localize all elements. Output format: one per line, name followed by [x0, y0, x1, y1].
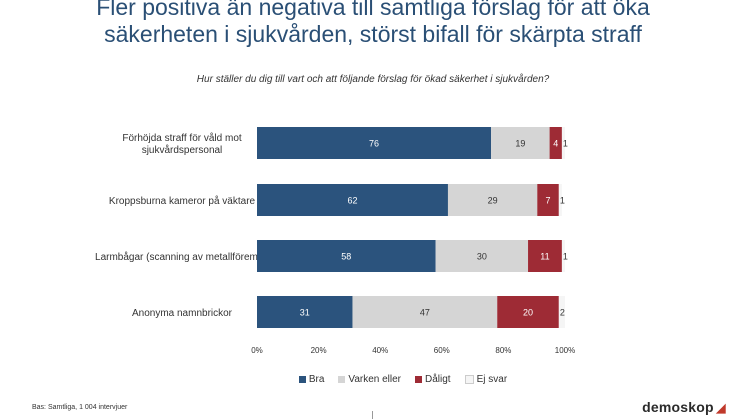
legend-swatch	[464, 375, 474, 384]
divider-mark	[372, 411, 373, 419]
category-label-line: Anonyma namnbrickor	[132, 308, 233, 319]
legend-swatch	[338, 376, 346, 383]
data-label: 1	[560, 196, 565, 206]
bar-segment-dåligt	[549, 127, 562, 159]
legend-label: Varken eller	[348, 374, 402, 385]
bar-segment-dåligt	[537, 184, 559, 216]
legend-item: Varken eller	[338, 374, 401, 385]
data-label: 29	[488, 196, 498, 206]
bar-segment-ej-svar	[561, 240, 565, 272]
x-tick-label: 80%	[495, 346, 511, 355]
legend-swatch	[415, 376, 423, 383]
category-label: Kroppsburna kameror på väktare	[109, 195, 256, 207]
bar-segment-ej-svar	[558, 296, 565, 328]
data-label: 62	[347, 196, 357, 206]
x-tick-label: 40%	[372, 346, 388, 355]
bar-segment-varken-eller	[352, 296, 498, 328]
bar-segment-bra	[257, 184, 448, 216]
category-label-line: sjukvårdspersonal	[142, 144, 223, 156]
data-label: 1	[563, 252, 568, 262]
bar-segment-bra	[257, 296, 353, 328]
x-tick-label: 100%	[555, 346, 575, 355]
chart-subtitle: Hur ställer du dig till vart och att föl…	[196, 74, 550, 85]
footnote: Bas: Samtliga, 1 004 intervjuer	[32, 404, 128, 411]
data-label: 76	[369, 139, 379, 149]
chart-legend: Bra Varken eller Dåligt Ej svar	[0, 374, 746, 385]
x-tick-label: 60%	[434, 346, 450, 355]
data-label: 20	[523, 308, 533, 318]
bar-segment-bra	[257, 127, 492, 159]
data-label: 30	[477, 252, 487, 262]
data-label: 47	[420, 308, 430, 318]
legend-item: Ej svar	[464, 374, 508, 385]
data-label: 4	[553, 139, 558, 149]
category-label-line: Larmbågar (scanning av metallföremål)	[95, 251, 269, 263]
bar-segment-varken-eller	[491, 127, 550, 159]
title-line-2: säkerheten i sjukvården, störst bifall f…	[104, 21, 642, 47]
legend-swatch	[298, 376, 306, 383]
legend-label: Ej svar	[476, 374, 508, 385]
category-label-line: Kroppsburna kameror på väktare	[109, 195, 256, 207]
category-label: Förhöjda straff för våld mot sjukvårdsper…	[122, 132, 242, 156]
category-label: Larmbågar (scanning av metallföremål)	[95, 251, 269, 263]
legend-item: Dåligt	[415, 374, 451, 385]
x-tick-label: 0%	[251, 346, 263, 355]
title-line-1: Fler positiva än negativa till samtliga …	[96, 0, 650, 20]
bar-segment-varken-eller	[447, 184, 538, 216]
category-label: Anonyma namnbrickor	[132, 308, 233, 319]
page-title: Fler positiva än negativa till samtliga …	[0, 0, 746, 48]
bar-segment-dåligt	[497, 296, 559, 328]
legend-item: Bra	[298, 374, 325, 385]
bar-segment-ej-svar	[558, 184, 562, 216]
brand-logo-icon: ◢	[715, 400, 726, 415]
brand-logo: demoskop ◢	[642, 399, 726, 416]
data-label: 19	[515, 139, 525, 149]
bar-segment-dåligt	[528, 240, 562, 272]
brand-logo-text: demoskop	[642, 399, 714, 415]
bar-segment-ej-svar	[561, 127, 565, 159]
data-label: 58	[341, 252, 351, 262]
legend-label: Dåligt	[425, 374, 451, 385]
category-label-line: Förhöjda straff för våld mot	[122, 132, 242, 144]
x-tick-label: 20%	[311, 346, 327, 355]
bar-segment-bra	[257, 240, 436, 272]
data-label: 7	[546, 196, 551, 206]
data-label: 1	[563, 139, 568, 149]
data-label: 11	[540, 252, 549, 262]
bar-segment-varken-eller	[435, 240, 529, 272]
data-label: 2	[560, 308, 565, 318]
legend-label: Bra	[308, 374, 325, 385]
data-label: 31	[300, 308, 310, 318]
